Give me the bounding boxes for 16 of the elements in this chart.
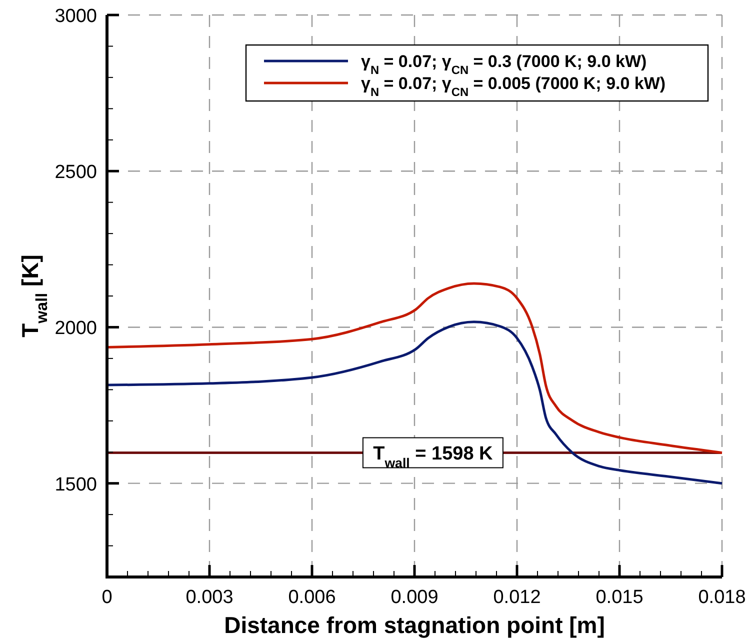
y-tick-label: 2500 bbox=[54, 162, 97, 184]
x-tick-label: 0.003 bbox=[186, 587, 234, 608]
y-tick-label: 1500 bbox=[54, 474, 97, 496]
x-tick-label: 0.012 bbox=[493, 587, 541, 608]
legend-label: γ$_{N}$ = 0.07; γ$_{CN}$ = 0.3 (7000 K; 9.0 kW) bbox=[361, 52, 647, 77]
y-tick-label: 3000 bbox=[54, 6, 97, 27]
x-tick-label: 0.009 bbox=[390, 587, 438, 608]
x-tick-label: 0.015 bbox=[596, 587, 644, 608]
x-tick-label: 0.006 bbox=[288, 587, 336, 608]
x-axis-title: Distance from stagnation point [m] bbox=[224, 612, 605, 638]
line-series bbox=[106, 320, 724, 485]
ref-line-label: T$_{wall}$ = 1598 K bbox=[373, 444, 494, 470]
legend-label: γ$_{N}$ = 0.07; γ$_{CN}$ = 0.005 (7000 K; 9.0 kW) bbox=[361, 74, 666, 99]
x-tick-label: 0 bbox=[102, 587, 112, 608]
y-tick-label: 2000 bbox=[54, 318, 97, 340]
x-tick-label: 0.018 bbox=[698, 587, 746, 608]
